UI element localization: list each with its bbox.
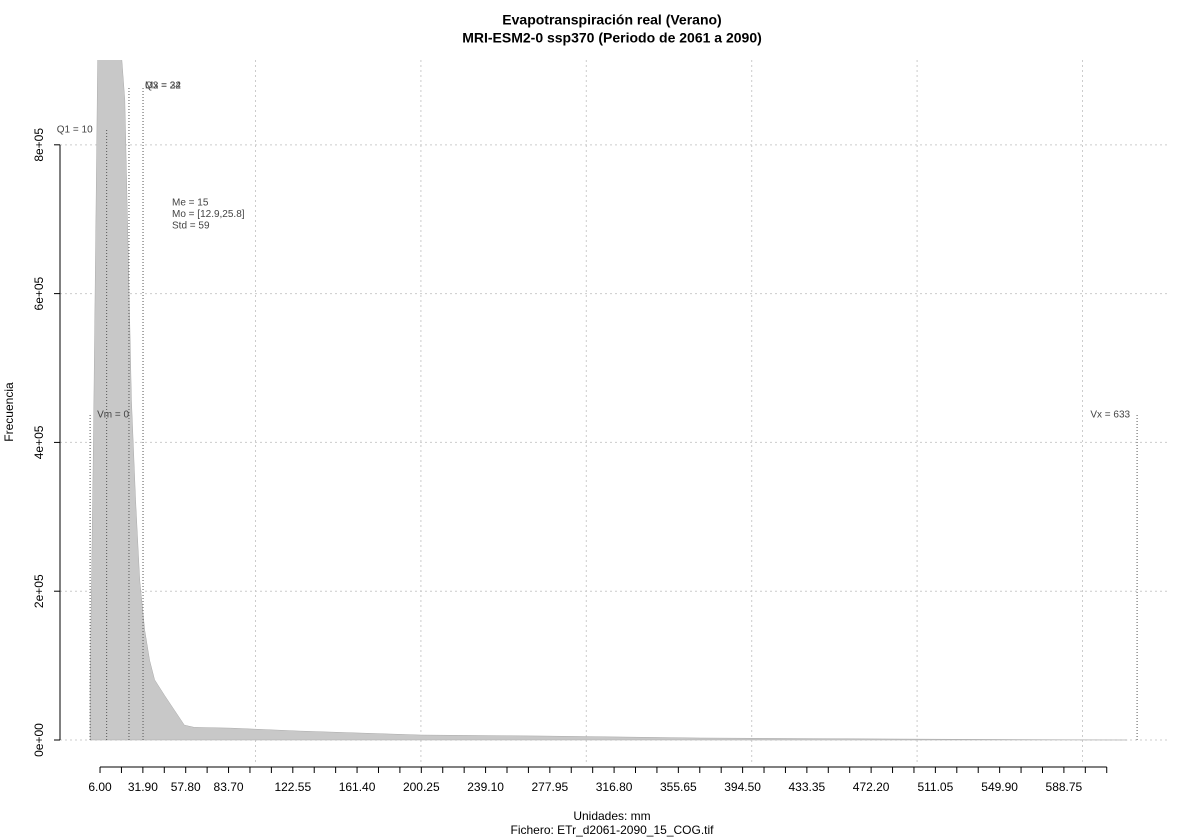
stat-label: Me = 15 [172,198,209,209]
x-tick-label: 511.05 [917,780,953,794]
caption: Fichero: ETr_d2061-2090_15_COG.tif [511,823,715,837]
y-tick-label: 6e+05 [32,276,46,310]
x-tick-label: 277.95 [531,780,568,794]
y-tick-label: 0e+00 [32,723,46,757]
y-tick-label: 4e+05 [32,425,46,459]
x-axis-label: Unidades: mm [573,809,650,823]
area [89,60,1128,741]
y-axis-label: Frecuencia [2,382,16,442]
y-tick-label: 8e+05 [32,128,46,162]
y-tick-label: 2e+05 [32,574,46,608]
annotation-label: Vx = 633 [1090,410,1130,421]
x-tick-label: 239.10 [467,780,504,794]
x-tick-label: 433.35 [789,780,826,794]
x-tick-label: 549.90 [981,780,1018,794]
x-tick-label: 83.70 [214,780,244,794]
x-tick-label: 31.90 [128,780,158,794]
x-tick-label: 200.25 [403,780,440,794]
stat-label: Std = 59 [172,221,210,232]
stat-label: Mo = [12.9,25.8] [172,209,245,220]
chart-title: Evapotranspiración real (Verano) [502,12,721,28]
annotation-label: Q1 = 10 [57,125,93,136]
x-tick-label: 472.20 [853,780,890,794]
chart-subtitle: MRI-ESM2-0 ssp370 (Periodo de 2061 a 209… [462,30,762,46]
x-tick-label: 57.80 [171,780,201,794]
x-tick-label: 122.55 [274,780,311,794]
x-tick-label: 588.75 [1046,780,1083,794]
x-tick-label: 355.65 [660,780,697,794]
annotation-label: Mx = 24 [145,81,181,92]
x-tick-label: 161.40 [339,780,376,794]
x-tick-label: 394.50 [724,780,761,794]
x-tick-label: 316.80 [596,780,633,794]
annotation-label: Vm = 0 [97,410,129,421]
x-tick-label: 6.00 [88,780,112,794]
annotation-label: Q3 = 32 [145,81,181,92]
